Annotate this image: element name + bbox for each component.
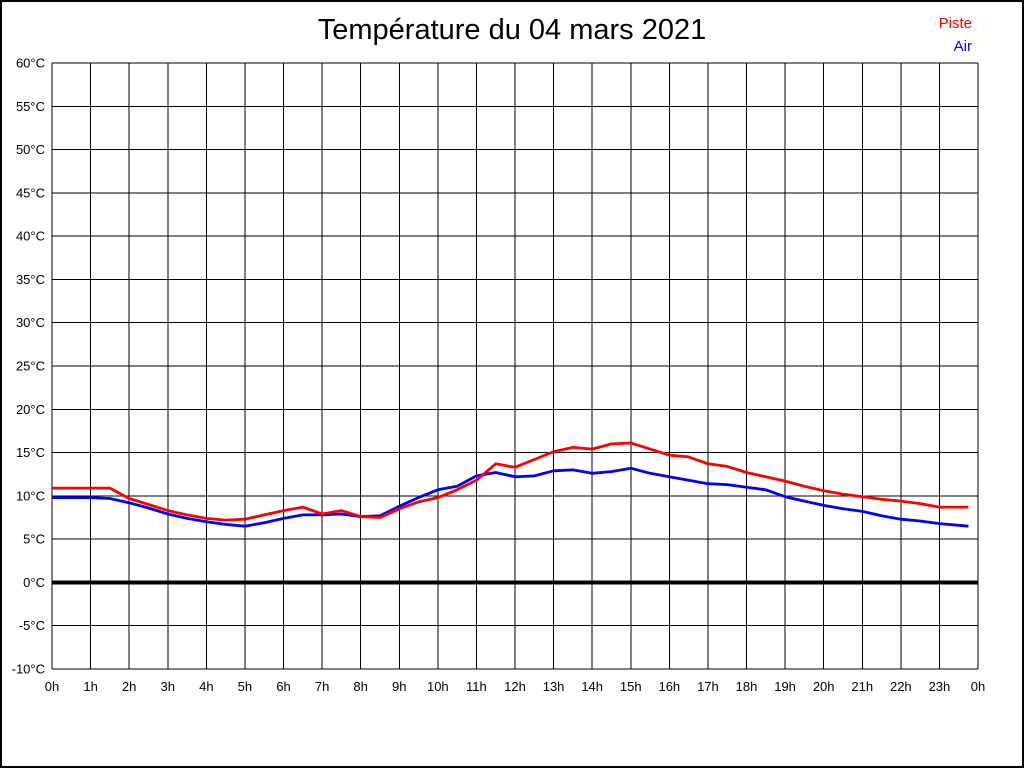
x-axis-tick-label: 6h (276, 679, 290, 694)
y-axis-tick-label: 30°C (16, 315, 45, 330)
y-axis-tick-label: 20°C (16, 402, 45, 417)
x-axis-tick-label: 20h (813, 679, 835, 694)
y-axis-tick-label: 25°C (16, 359, 45, 374)
y-axis-tick-label: 50°C (16, 142, 45, 157)
series-line-air (52, 466, 969, 528)
y-axis-tick-label: 55°C (16, 99, 45, 114)
x-axis-tick-label: 3h (161, 679, 175, 694)
x-axis-tick-label: 17h (697, 679, 719, 694)
legend-item-air: Air (953, 38, 972, 55)
x-axis-tick-label: 22h (890, 679, 912, 694)
x-axis-tick-label: 18h (736, 679, 758, 694)
chart-legend: Piste Air (939, 12, 972, 58)
series-line-piste (52, 441, 969, 522)
chart-title: Température du 04 mars 2021 (317, 14, 707, 46)
x-axis-tick-label: 15h (620, 679, 642, 694)
y-axis-tick-label: 15°C (16, 445, 45, 460)
x-axis-tick-label: 19h (774, 679, 796, 694)
x-axis-tick-label: 1h (83, 679, 97, 694)
x-axis-tick-label: 4h (199, 679, 213, 694)
x-axis-tick-label: 2h (122, 679, 136, 694)
y-axis-tick-label: 60°C (16, 56, 45, 71)
y-axis-tick-label: 40°C (16, 229, 45, 244)
x-axis-tick-label: 5h (238, 679, 252, 694)
x-axis-tick-label: 0h (45, 679, 59, 694)
y-axis-tick-label: 35°C (16, 272, 45, 287)
legend-item-piste: Piste (938, 15, 972, 32)
x-axis-tick-label: 16h (658, 679, 680, 694)
x-axis-tick-label: 9h (392, 679, 406, 694)
x-axis-tick-label: 14h (581, 679, 603, 694)
y-axis-tick-label: 5°C (23, 532, 45, 547)
x-axis-tick-label: 7h (315, 679, 329, 694)
x-axis-tick-label: 11h (466, 679, 487, 694)
x-axis-tick-label: 8h (353, 679, 367, 694)
y-axis-tick-label: -5°C (19, 618, 45, 633)
x-axis-tick-label: 12h (504, 679, 526, 694)
y-axis-tick-label: 0°C (23, 575, 45, 590)
y-axis-tick-label: -10°C (12, 662, 45, 677)
x-axis-tick-label: 23h (929, 679, 951, 694)
x-axis-tick-label: 10h (427, 679, 449, 694)
x-axis-tick-label: 0h (971, 679, 985, 694)
x-axis-tick-label: 21h (851, 679, 873, 694)
y-axis-tick-label: 45°C (16, 185, 45, 200)
y-axis-tick-label: 10°C (16, 488, 45, 503)
x-axis-tick-label: 13h (543, 679, 565, 694)
